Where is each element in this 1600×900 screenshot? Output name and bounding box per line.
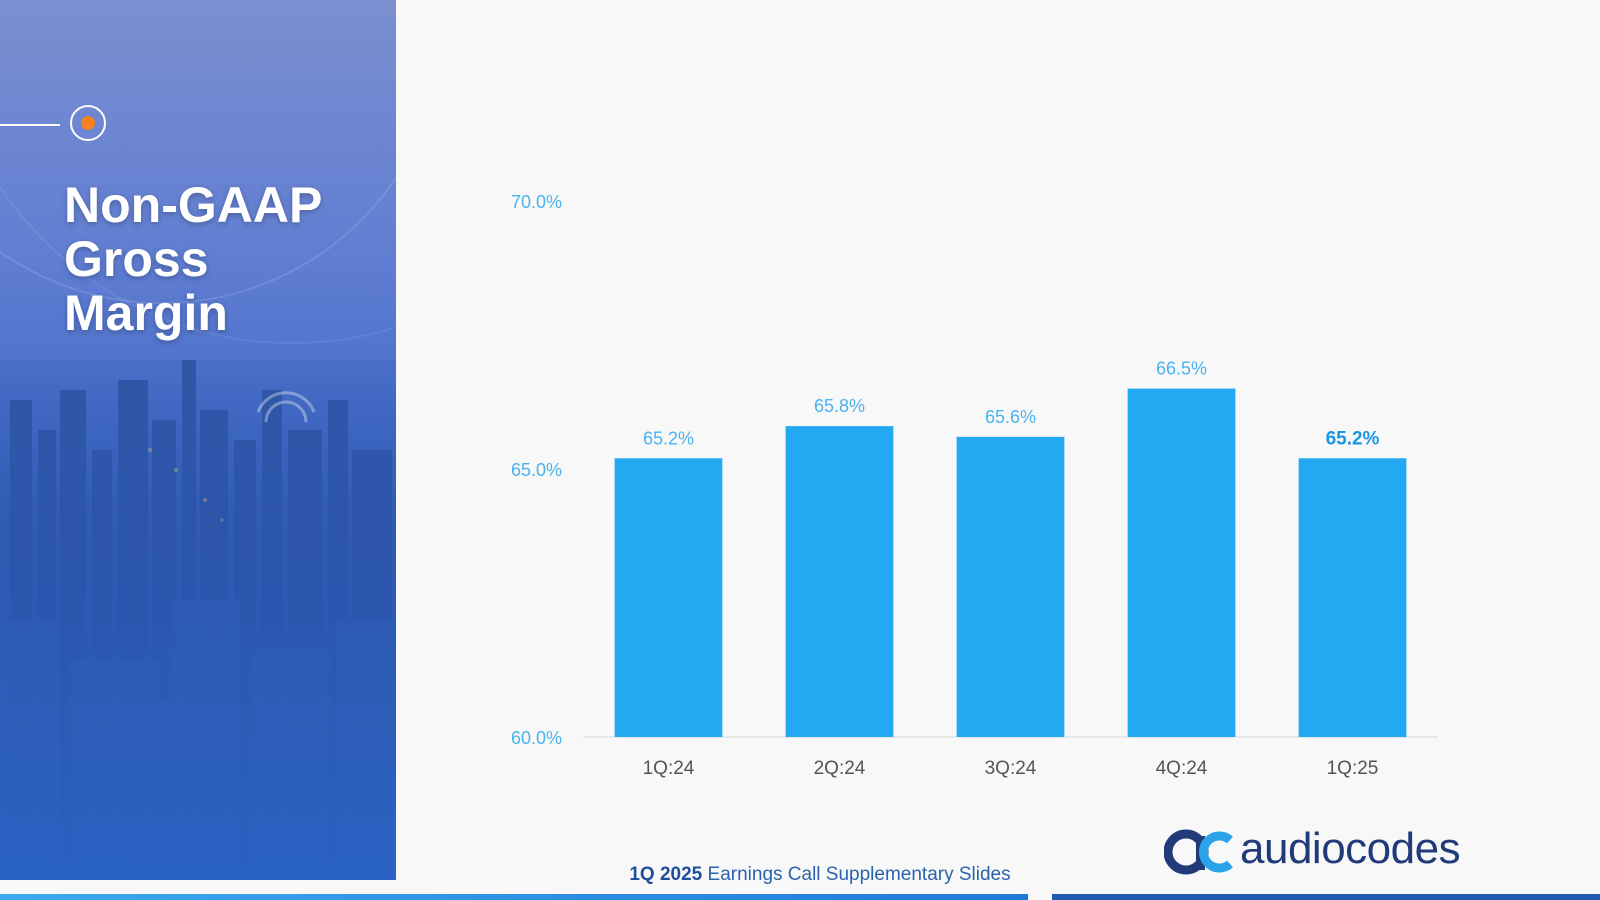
slide-title-line: Margin bbox=[64, 285, 228, 341]
x-tick-label: 2Q:24 bbox=[814, 758, 866, 779]
x-tick-label: 3Q:24 bbox=[985, 758, 1037, 779]
bottom-accent-bar bbox=[1052, 894, 1600, 900]
audiocodes-logo-text: audiocodes bbox=[1240, 824, 1461, 873]
footer-caption-rest: Earnings Call Supplementary Slides bbox=[702, 864, 1011, 885]
y-tick-label: 70.0% bbox=[511, 192, 562, 212]
footer-caption: 1Q 2025 Earnings Call Supplementary Slid… bbox=[0, 864, 1600, 886]
bar bbox=[956, 436, 1065, 737]
bottom-accent-bar bbox=[0, 894, 1028, 900]
y-tick-label: 60.0% bbox=[511, 728, 562, 748]
bar bbox=[614, 458, 723, 737]
bar-value-label: 65.6% bbox=[985, 407, 1036, 427]
bar-value-label: 65.2% bbox=[1326, 428, 1380, 449]
slide-title-line: Non-GAAP bbox=[64, 177, 323, 233]
audiocodes-logo: audiocodes bbox=[1163, 824, 1474, 878]
x-tick-label: 1Q:24 bbox=[643, 758, 695, 779]
title-panel: Non-GAAP Gross Margin bbox=[0, 0, 396, 880]
bar bbox=[785, 426, 894, 737]
title-line-decoration bbox=[0, 124, 60, 126]
bar bbox=[1127, 388, 1236, 737]
x-tick-label: 1Q:25 bbox=[1327, 758, 1379, 779]
footer-caption-bold: 1Q 2025 bbox=[629, 864, 703, 885]
title-marker-icon bbox=[70, 105, 106, 141]
bar bbox=[1298, 458, 1407, 737]
y-tick-label: 65.0% bbox=[511, 460, 562, 480]
slide-title-line: Gross bbox=[64, 231, 209, 287]
audiocodes-logo-mark bbox=[1163, 829, 1233, 875]
bar-value-label: 65.8% bbox=[814, 396, 865, 416]
bar-value-label: 66.5% bbox=[1156, 359, 1207, 379]
x-tick-label: 4Q:24 bbox=[1156, 758, 1208, 779]
bar-value-label: 65.2% bbox=[643, 428, 694, 448]
slide-title: Non-GAAP Gross Margin bbox=[64, 178, 384, 340]
city-skyline-image bbox=[0, 360, 396, 880]
